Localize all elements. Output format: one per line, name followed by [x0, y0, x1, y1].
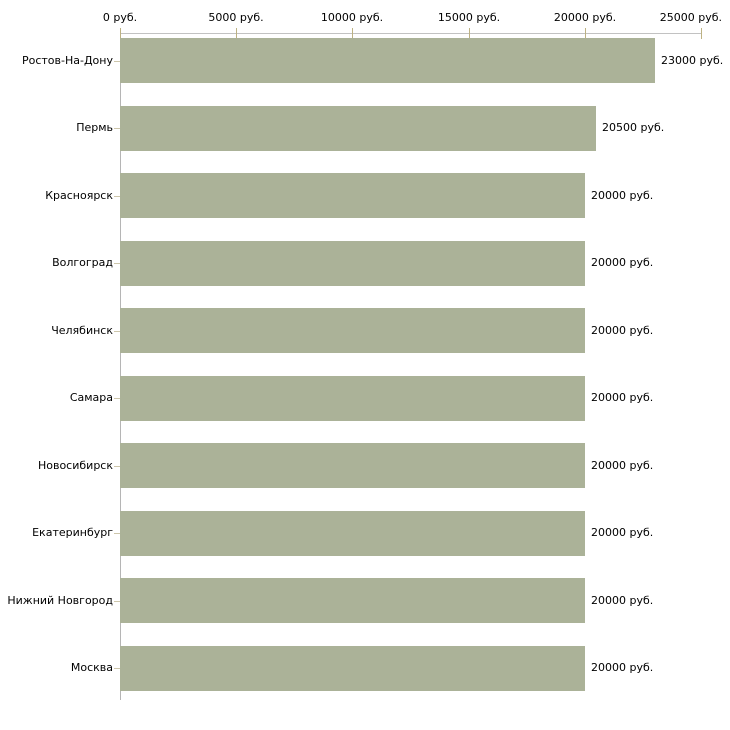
bar	[120, 646, 585, 691]
bar	[120, 173, 585, 218]
category-label: Самара	[69, 391, 113, 404]
bar	[120, 376, 585, 421]
category-tick	[114, 466, 120, 467]
category-tick	[114, 196, 120, 197]
x-axis-tick-label: 25000 руб.	[659, 11, 722, 24]
category-tick	[114, 601, 120, 602]
value-label: 23000 руб.	[661, 54, 724, 67]
x-axis-tick	[120, 28, 121, 39]
x-axis-tick	[701, 28, 702, 39]
category-label: Челябинск	[51, 324, 113, 337]
value-label: 20000 руб.	[591, 391, 654, 404]
category-label: Москва	[70, 661, 113, 674]
x-axis-tick-label: 5000 руб.	[208, 11, 264, 24]
x-axis-tick	[236, 28, 237, 39]
value-label: 20000 руб.	[591, 661, 654, 674]
x-axis-tick-label: 10000 руб.	[320, 11, 384, 24]
x-axis-tick-label: 0 руб.	[102, 11, 138, 24]
category-tick	[114, 331, 120, 332]
category-label: Екатеринбург	[32, 526, 113, 539]
category-label: Нижний Новгород	[7, 594, 113, 607]
category-tick	[114, 533, 120, 534]
bar	[120, 308, 585, 353]
y-axis-line	[120, 33, 121, 700]
category-tick	[114, 398, 120, 399]
value-label: 20000 руб.	[591, 189, 654, 202]
category-label: Пермь	[76, 121, 113, 134]
x-axis-tick	[585, 28, 586, 39]
x-axis-tick-label: 20000 руб.	[553, 11, 617, 24]
category-label: Красноярск	[45, 189, 113, 202]
bar	[120, 443, 585, 488]
category-tick	[114, 668, 120, 669]
category-tick	[114, 128, 120, 129]
value-label: 20000 руб.	[591, 256, 654, 269]
bar	[120, 106, 596, 151]
category-label: Ростов-На-Дону	[21, 54, 113, 67]
category-tick	[114, 263, 120, 264]
category-label: Волгоград	[52, 256, 113, 269]
value-label: 20000 руб.	[591, 526, 654, 539]
value-label: 20000 руб.	[591, 459, 654, 472]
bar	[120, 38, 655, 83]
value-label: 20000 руб.	[591, 324, 654, 337]
value-label: 20000 руб.	[591, 594, 654, 607]
bar	[120, 241, 585, 286]
x-axis-tick	[352, 28, 353, 39]
x-axis-tick-label: 15000 руб.	[437, 11, 501, 24]
bar	[120, 511, 585, 556]
x-axis-tick	[469, 28, 470, 39]
x-axis-line	[120, 33, 701, 34]
bar	[120, 578, 585, 623]
category-tick	[114, 61, 120, 62]
value-label: 20500 руб.	[602, 121, 665, 134]
category-label: Новосибирск	[37, 459, 113, 472]
